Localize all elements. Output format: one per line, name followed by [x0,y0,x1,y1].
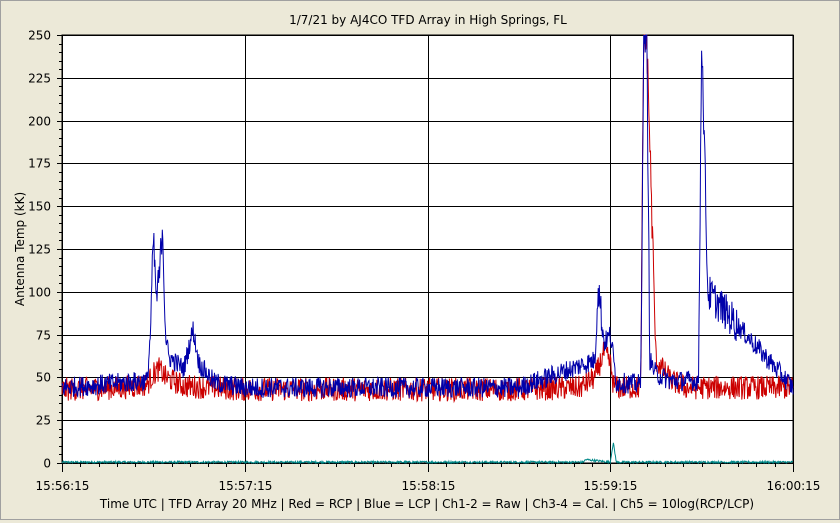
y-tick-label: 50 [36,371,51,385]
x-axis-title: Time UTC | TFD Array 20 MHz | Red = RCP … [99,497,754,511]
x-tick-label: 15:56:15 [36,479,90,493]
y-tick-label: 100 [28,286,51,300]
y-tick-label: 25 [36,414,51,428]
y-tick-label: 175 [28,157,51,171]
x-tick-label: 15:57:15 [219,479,273,493]
series-line-rcp [61,34,794,404]
y-tick-label: 200 [28,115,51,129]
y-tick-label: 225 [28,72,51,86]
series-line-lcp [61,34,794,399]
series-layer [61,34,794,465]
y-tick-label: 0 [43,457,51,471]
y-axis: 0 25 50 75 100 125 150 175 200 225 250 [28,29,62,471]
grid-lines [62,35,794,464]
x-tick-label: 15:59:15 [584,479,638,493]
y-tick-label: 250 [28,29,51,43]
y-tick-label: 125 [28,243,51,257]
x-tick-label: 16:00:15 [767,479,821,493]
x-axis: 15:56:15 15:57:15 15:58:15 15:59:15 16:00:15 [36,463,821,493]
y-tick-label: 75 [36,329,51,343]
series-line-ratio [61,442,793,465]
x-tick-label: 15:58:15 [402,479,456,493]
chart-title: 1/7/21 by AJ4CO TFD Array in High Spring… [289,13,567,27]
y-axis-title: Antenna Temp (kK) [13,192,27,306]
y-tick-label: 150 [28,200,51,214]
